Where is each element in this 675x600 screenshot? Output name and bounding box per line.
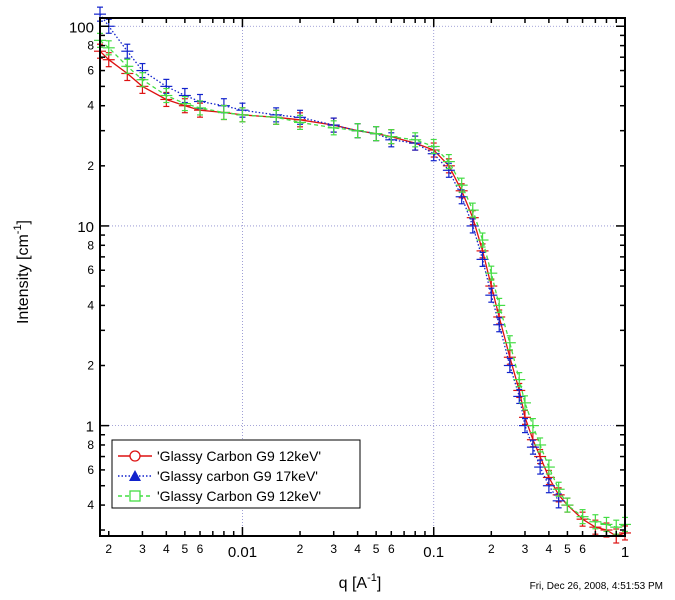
y-tick-label: 6: [87, 64, 94, 78]
y-decade-label: 10: [77, 219, 94, 236]
x-decade-label: 1: [621, 544, 629, 561]
x-tick-label: 6: [388, 542, 395, 556]
grid-lines: [100, 18, 625, 536]
y-tick-label: 8: [87, 238, 94, 252]
series-2: [94, 6, 565, 509]
series-3: [94, 32, 631, 535]
x-tick-label: 5: [373, 542, 380, 556]
plot-frame: [99, 17, 626, 537]
y-tick-label: 4: [87, 498, 94, 512]
x-tick-label: 6: [579, 542, 586, 556]
y-axis-title: Intensity [cm-1]: [12, 220, 32, 324]
series-layer: [94, 6, 631, 544]
x-tick-label: 6: [197, 542, 204, 556]
x-tick-label: 2: [488, 542, 495, 556]
y-tick-label: 8: [87, 438, 94, 452]
x-tick-label: 5: [564, 542, 571, 556]
x-tick-label: 4: [354, 542, 361, 556]
y-decade-label: 1: [86, 419, 94, 436]
series-line: [99, 39, 626, 528]
legend-marker-square: [129, 490, 141, 502]
timestamp: Fri, Dec 26, 2008, 4:51:53 PM: [529, 581, 663, 592]
legend-label: 'Glassy Carbon G9 12keV': [157, 448, 321, 464]
x-decade-label: 0.1: [423, 544, 444, 561]
x-tick-label: 3: [139, 542, 146, 556]
x-tick-label: 3: [330, 542, 337, 556]
x-decade-label: 0.01: [228, 544, 257, 561]
legend: 'Glassy Carbon G9 12keV' 'Glassy carbon G…: [111, 439, 361, 509]
x-tick-label: 2: [297, 542, 304, 556]
y-tick-label: 4: [87, 99, 94, 113]
y-tick-label: 8: [87, 39, 94, 53]
y-tick-label: 6: [87, 263, 94, 277]
legend-label: 'Glassy carbon G9 17keV': [157, 468, 318, 484]
legend-box: [111, 439, 361, 509]
x-axis-title: q [A-1]: [339, 572, 382, 592]
y-tick-label: 2: [87, 159, 94, 173]
legend-marker-circle: [129, 450, 141, 462]
x-tick-label: 5: [182, 542, 189, 556]
y-tick-label: 6: [87, 463, 94, 477]
x-tick-label: 3: [522, 542, 529, 556]
legend-label: 'Glassy Carbon G9 12keV': [157, 488, 321, 504]
x-tick-label: 4: [163, 542, 170, 556]
y-tick-label: 4: [87, 298, 94, 312]
legend-marker-triangle: [129, 470, 141, 481]
x-tick-label: 2: [105, 542, 112, 556]
series-line: [99, 13, 560, 502]
y-decade-label: 100: [69, 19, 94, 36]
y-tick-label: 2: [87, 359, 94, 373]
x-tick-label: 4: [546, 542, 553, 556]
